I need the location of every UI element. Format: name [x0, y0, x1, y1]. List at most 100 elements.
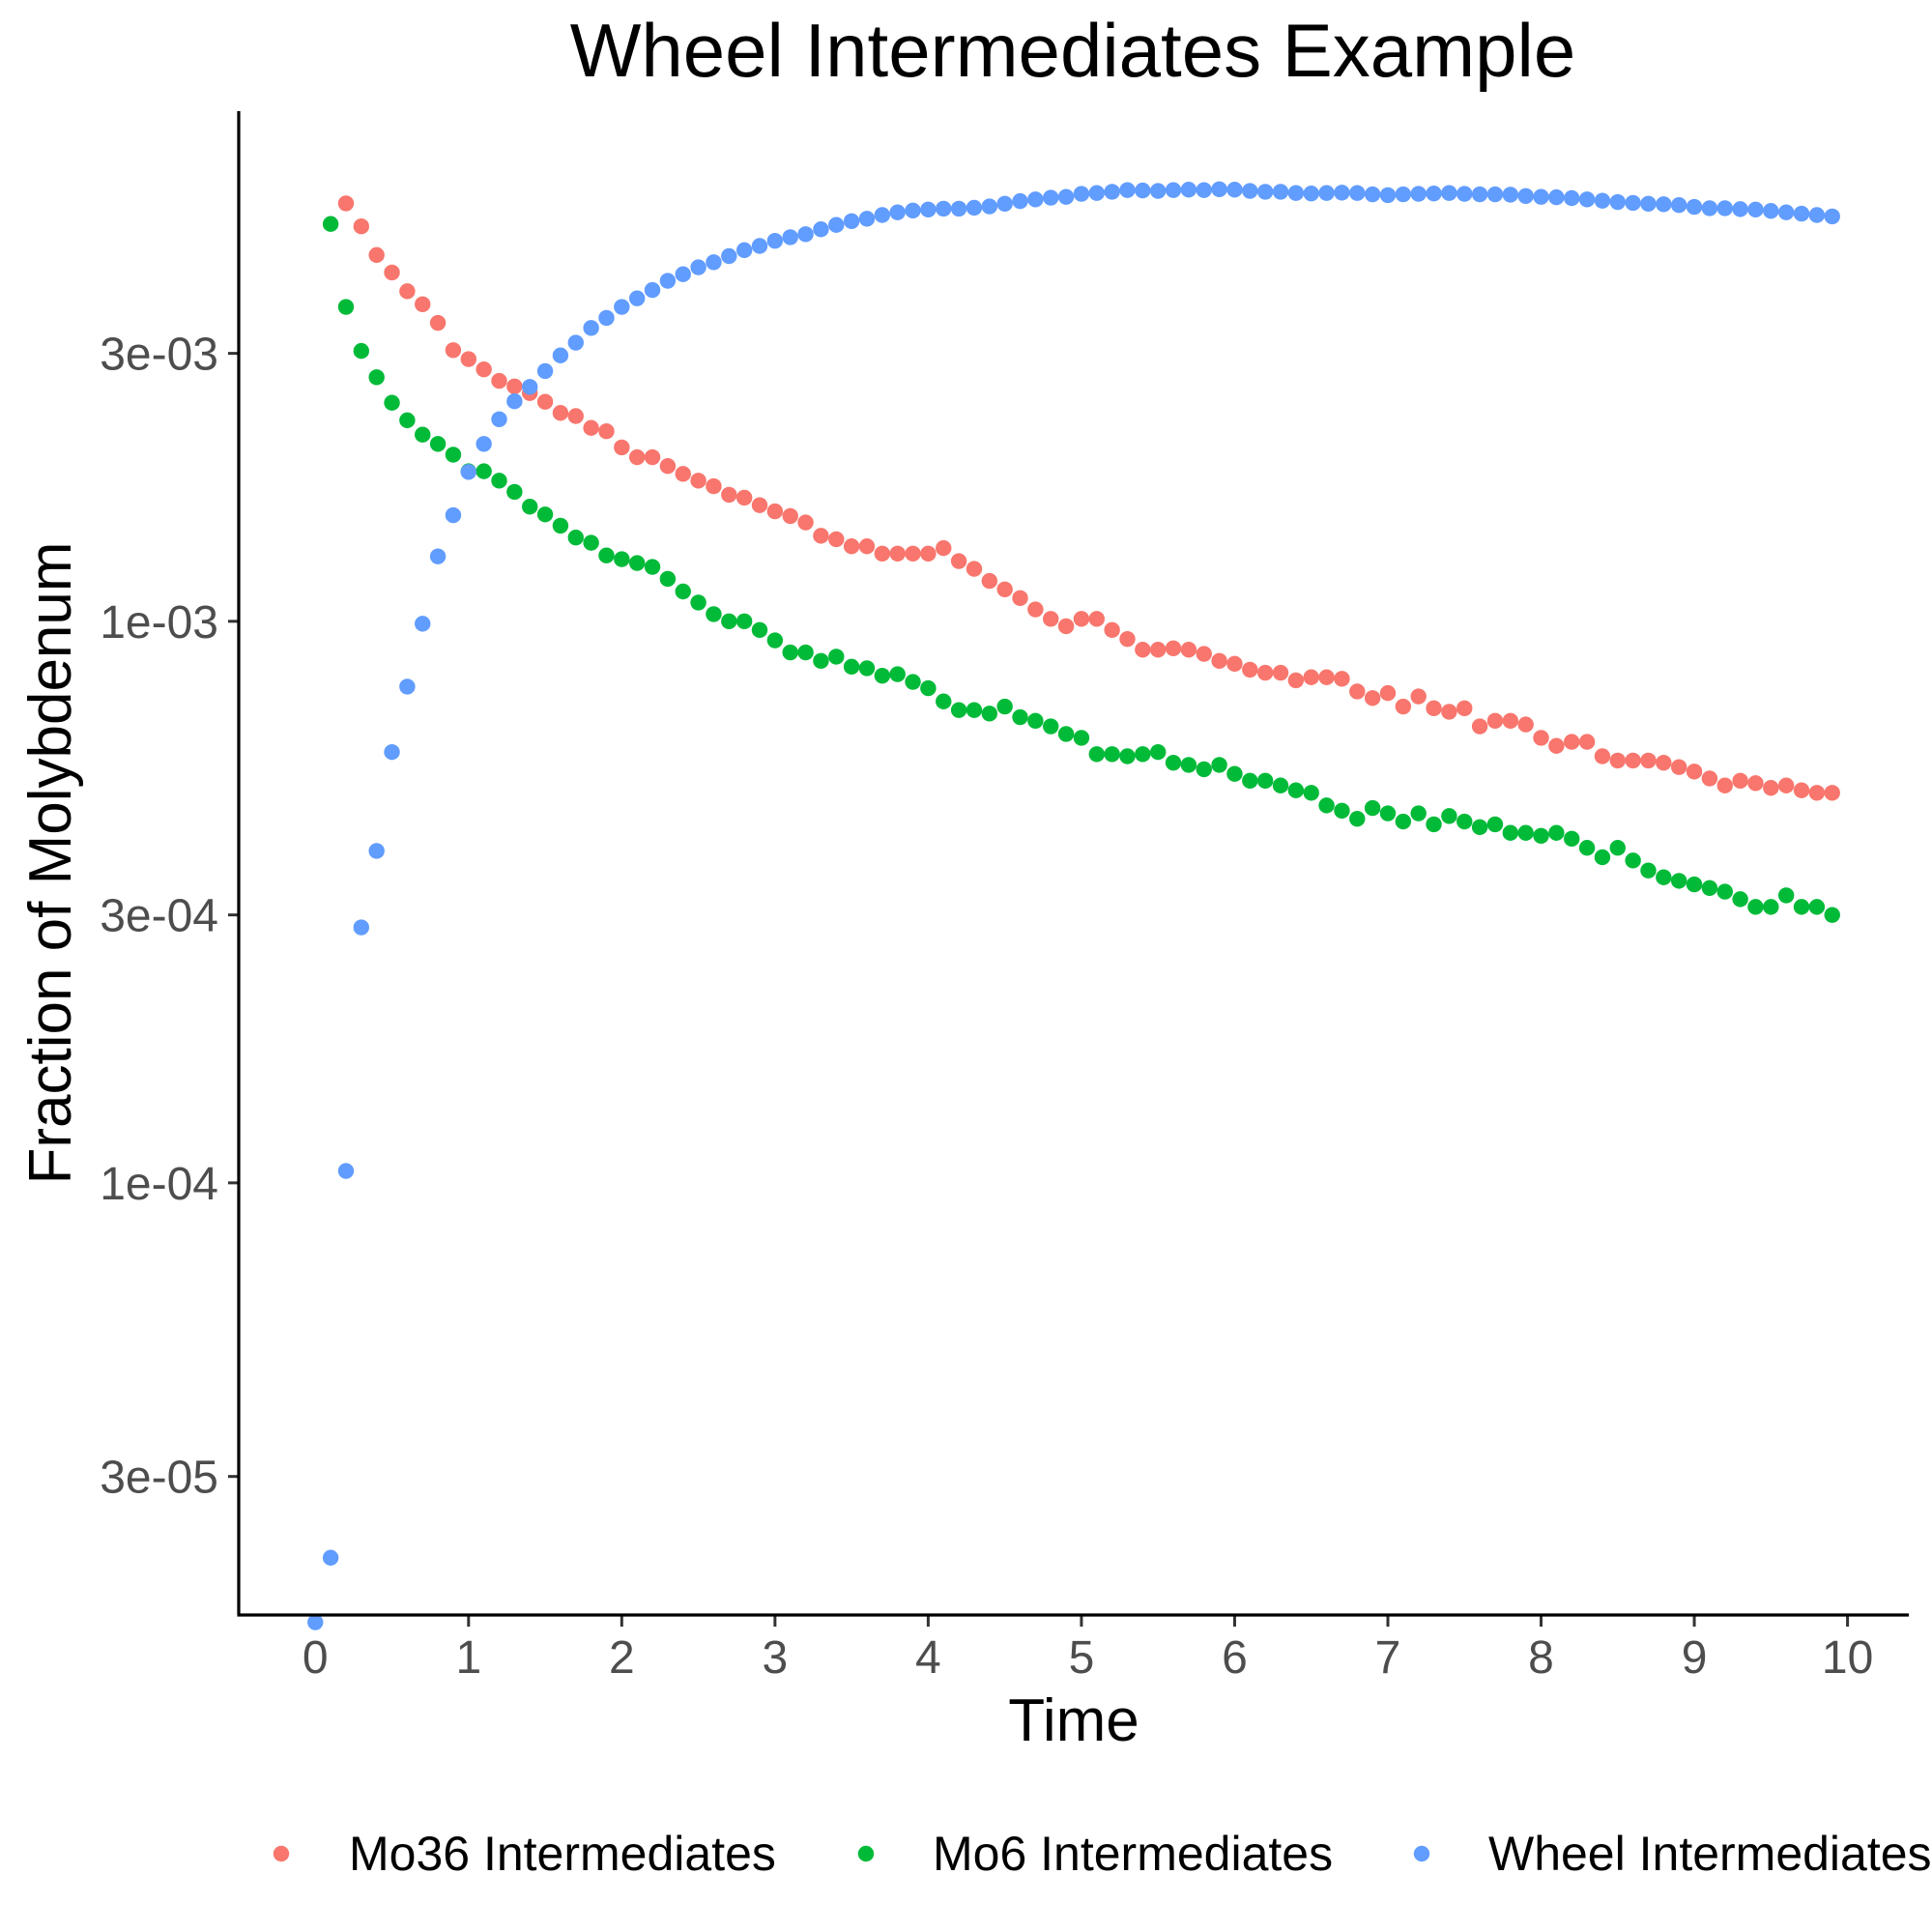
x-tick-label: 10 [1822, 1632, 1873, 1684]
data-point [506, 483, 523, 501]
data-point [1625, 752, 1641, 769]
x-tick-label: 9 [1682, 1632, 1708, 1684]
data-point [1716, 777, 1733, 793]
data-point [476, 463, 492, 479]
data-point [1349, 810, 1366, 827]
data-point [353, 218, 370, 235]
data-point [1349, 185, 1366, 201]
data-point [1211, 757, 1227, 773]
x-axis-title: Time [1008, 1687, 1139, 1754]
data-point [766, 232, 784, 249]
data-point [353, 342, 370, 360]
x-tick-label: 3 [763, 1632, 789, 1684]
data-point [1379, 805, 1397, 822]
data-point [583, 320, 599, 336]
data-point [1548, 824, 1565, 841]
data-point [858, 538, 876, 555]
data-point [966, 561, 983, 577]
legend-item: Wheel Intermediates [1413, 1827, 1932, 1881]
data-point [1426, 816, 1442, 833]
data-point [1701, 879, 1718, 897]
data-point [1364, 186, 1381, 203]
data-point [843, 213, 860, 229]
data-point [1441, 185, 1457, 201]
data-point [1256, 772, 1274, 790]
data-point [981, 706, 998, 722]
data-point [384, 394, 400, 411]
legend-key [857, 1845, 875, 1862]
data-point [1242, 772, 1258, 790]
data-point [1272, 664, 1289, 681]
data-point [368, 369, 385, 386]
data-point [1640, 195, 1657, 213]
data-point [384, 264, 400, 281]
data-point [522, 379, 538, 395]
data-point [1395, 813, 1412, 830]
data-point [1165, 640, 1182, 657]
data-point [1686, 198, 1703, 216]
x-tick-label: 4 [915, 1632, 941, 1684]
data-point [1287, 185, 1305, 201]
data-point [1701, 770, 1718, 787]
data-point [353, 919, 370, 936]
data-point [1824, 208, 1840, 225]
x-tick-label: 2 [609, 1632, 635, 1684]
data-point [751, 497, 768, 513]
data-point [1486, 712, 1504, 729]
y-axis-ticks: 3e-05 1e-04 3e-04 1e-03 3e-03 [100, 330, 239, 1504]
data-point [782, 229, 798, 245]
data-point [1533, 188, 1549, 205]
data-point [1777, 204, 1795, 220]
legend-item: Mo36 Intermediates [273, 1827, 776, 1881]
legend: Mo36 Intermediates Mo6 Intermediates Wheel… [273, 1827, 1932, 1881]
y-axis-title: Fraction of Molybdenum [17, 541, 84, 1184]
data-point [1196, 182, 1212, 198]
data-point [1594, 748, 1611, 764]
data-point [384, 743, 400, 761]
data-point [1180, 642, 1197, 658]
data-point [996, 195, 1013, 213]
data-point [1119, 630, 1136, 648]
data-point [721, 613, 737, 630]
data-point [445, 342, 462, 359]
data-point [1564, 734, 1580, 750]
data-point [644, 559, 661, 575]
data-point [1012, 192, 1028, 210]
data-point [1242, 183, 1258, 199]
data-point [598, 547, 615, 563]
data-point [1104, 621, 1120, 639]
data-point [1640, 752, 1657, 769]
data-point [1073, 611, 1090, 627]
data-point [874, 207, 891, 223]
x-tick-label: 5 [1069, 1632, 1095, 1684]
data-point [751, 238, 768, 254]
data-point [766, 503, 784, 520]
data-point [782, 507, 798, 525]
data-point [1763, 203, 1779, 219]
data-point [1119, 748, 1136, 764]
data-point [1533, 730, 1549, 746]
data-point [920, 201, 937, 218]
data-point [813, 652, 829, 670]
data-point [1088, 185, 1105, 201]
data-point [1564, 830, 1580, 848]
data-point [1043, 611, 1059, 627]
data-point [1012, 590, 1028, 607]
data-point [874, 667, 891, 684]
data-point [1471, 819, 1488, 836]
chart-title: Wheel Intermediates Example [570, 8, 1575, 93]
data-point [1303, 669, 1319, 685]
data-point [1793, 899, 1810, 915]
data-point [1318, 185, 1335, 201]
data-point [706, 606, 722, 622]
data-point [1656, 196, 1672, 213]
data-point [1135, 746, 1151, 763]
data-point [735, 613, 753, 630]
data-point [598, 422, 615, 440]
data-point [1043, 189, 1059, 206]
series-1-points [337, 195, 1840, 801]
data-point [920, 679, 937, 697]
data-point [322, 1549, 339, 1566]
data-point [628, 448, 646, 466]
